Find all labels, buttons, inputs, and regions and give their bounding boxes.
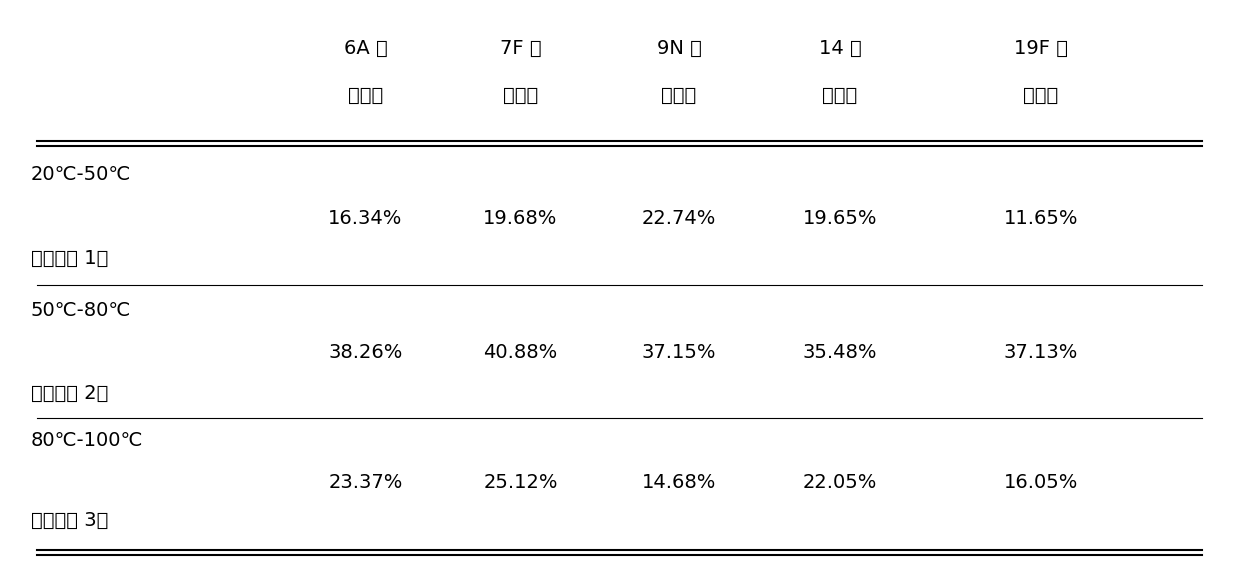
Text: 19F 型: 19F 型 bbox=[1014, 38, 1068, 57]
Text: 16.34%: 16.34% bbox=[328, 208, 403, 227]
Text: 19.65%: 19.65% bbox=[803, 208, 877, 227]
Text: 11.65%: 11.65% bbox=[1004, 208, 1078, 227]
Text: （实验组 3）: （实验组 3） bbox=[31, 510, 108, 530]
Text: 回收率: 回收率 bbox=[503, 85, 538, 104]
Text: 14 型: 14 型 bbox=[819, 38, 861, 57]
Text: 20℃-50℃: 20℃-50℃ bbox=[31, 165, 131, 184]
Text: 14.68%: 14.68% bbox=[642, 473, 716, 491]
Text: 7F 型: 7F 型 bbox=[499, 38, 541, 57]
Text: （实验组 1）: （实验组 1） bbox=[31, 248, 108, 267]
Text: 回收率: 回收率 bbox=[1023, 85, 1058, 104]
Text: 50℃-80℃: 50℃-80℃ bbox=[31, 300, 131, 320]
Text: 19.68%: 19.68% bbox=[483, 208, 558, 227]
Text: 80℃-100℃: 80℃-100℃ bbox=[31, 430, 144, 450]
Text: 25.12%: 25.12% bbox=[483, 473, 558, 491]
Text: 23.37%: 23.37% bbox=[328, 473, 403, 491]
Text: （实验组 2）: （实验组 2） bbox=[31, 383, 108, 403]
Text: 回收率: 回收率 bbox=[823, 85, 857, 104]
Text: 回收率: 回收率 bbox=[348, 85, 383, 104]
Text: 40.88%: 40.88% bbox=[483, 343, 558, 362]
Text: 22.74%: 22.74% bbox=[642, 208, 716, 227]
Text: 6A 型: 6A 型 bbox=[343, 38, 388, 57]
Text: 16.05%: 16.05% bbox=[1004, 473, 1078, 491]
Text: 37.15%: 37.15% bbox=[642, 343, 716, 362]
Text: 22.05%: 22.05% bbox=[803, 473, 877, 491]
Text: 9N 型: 9N 型 bbox=[657, 38, 701, 57]
Text: 回收率: 回收率 bbox=[662, 85, 696, 104]
Text: 35.48%: 35.48% bbox=[803, 343, 877, 362]
Text: 37.13%: 37.13% bbox=[1004, 343, 1078, 362]
Text: 38.26%: 38.26% bbox=[328, 343, 403, 362]
